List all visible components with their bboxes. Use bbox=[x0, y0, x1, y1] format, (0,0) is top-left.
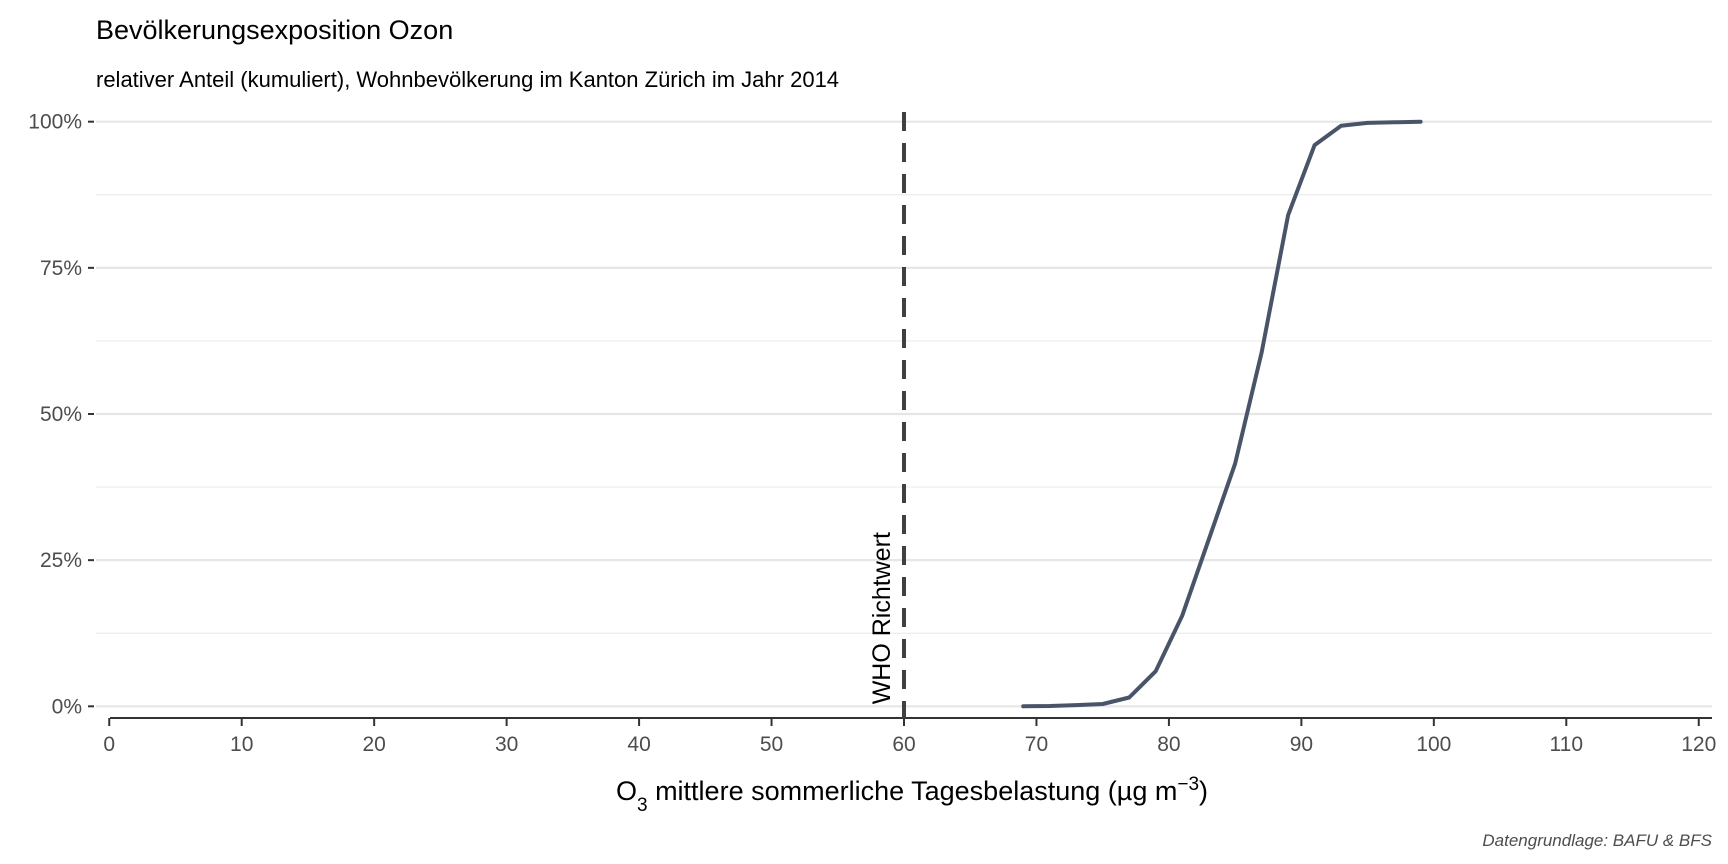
x-tick-label-7: 70 bbox=[1025, 733, 1048, 756]
y-tick-label-0: 0% bbox=[52, 695, 82, 718]
who-reference-label: WHO Richtwert bbox=[868, 532, 896, 704]
x-tick-label-10: 100 bbox=[1416, 733, 1451, 756]
y-tick-label-4: 100% bbox=[28, 111, 82, 134]
x-tick-label-6: 60 bbox=[892, 733, 915, 756]
x-tick-label-11: 110 bbox=[1550, 733, 1583, 756]
y-tick-label-3: 75% bbox=[40, 257, 82, 280]
y-tick-label-1: 25% bbox=[40, 549, 82, 572]
x-tick-label-2: 20 bbox=[362, 733, 385, 756]
reference-line-group: WHO Richtwert bbox=[868, 112, 906, 718]
x-tick-label-4: 40 bbox=[627, 733, 650, 756]
x-tick-label-0: 0 bbox=[103, 733, 115, 756]
x-axis-label: O3 mittlere sommerliche Tagesbelastung (… bbox=[616, 774, 1208, 816]
x-tick-label-9: 90 bbox=[1290, 733, 1313, 756]
x-tick-label-1: 10 bbox=[230, 733, 253, 756]
x-axis-label-subscript: 3 bbox=[637, 795, 648, 816]
x-axis-label-rest: mittlere sommerliche Tagesbelastung (µg … bbox=[648, 776, 1178, 806]
x-axis-ticks: 0 10 20 30 40 50 60 70 80 90 100 110 120 bbox=[103, 718, 1716, 756]
x-tick-label-8: 80 bbox=[1157, 733, 1180, 756]
y-tick-label-2: 50% bbox=[40, 403, 82, 426]
x-axis-label-main: O bbox=[616, 776, 637, 806]
x-axis-label-superscript: −3 bbox=[1177, 774, 1199, 795]
y-axis-ticks: 0% 25% 50% 75% 100% bbox=[28, 111, 94, 718]
chart-title: Bevölkerungsexposition Ozon bbox=[96, 15, 453, 45]
series-group bbox=[1021, 119, 1423, 709]
x-tick-label-12: 120 bbox=[1681, 733, 1716, 756]
series-line-0 bbox=[1021, 119, 1423, 709]
x-axis-label-close: ) bbox=[1199, 776, 1208, 806]
chart-subtitle: relativer Anteil (kumuliert), Wohnbevölk… bbox=[96, 67, 839, 92]
x-tick-label-5: 50 bbox=[760, 733, 783, 756]
chart-caption: Datengrundlage: BAFU & BFS bbox=[1482, 831, 1712, 850]
x-tick-label-3: 30 bbox=[495, 733, 518, 756]
